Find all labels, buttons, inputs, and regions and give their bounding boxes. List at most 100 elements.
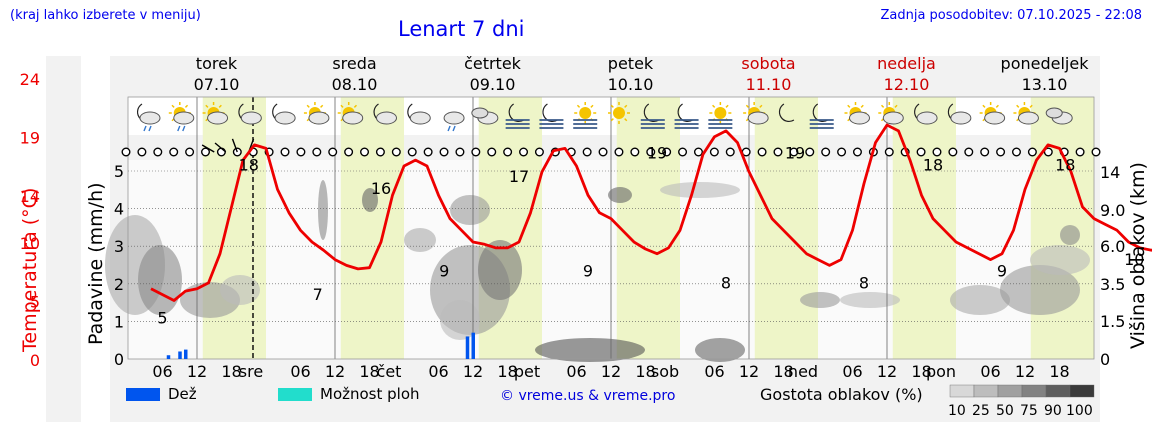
temperature-label: 5	[157, 309, 167, 328]
daylight-band	[202, 97, 266, 359]
x-tick-label: 06	[566, 362, 586, 381]
wind-calm-marker	[1043, 147, 1053, 157]
day-name: četrtek	[464, 54, 522, 73]
wind-calm-marker	[630, 147, 640, 157]
sun-cloud-icon	[844, 102, 870, 125]
temperature-label: 8	[859, 273, 869, 292]
precip-axis-label: Padavine (mm/h)	[85, 182, 107, 345]
cloud-area	[450, 195, 490, 225]
temperature-label: 8	[721, 273, 731, 292]
x-tick-label: 12	[1015, 362, 1035, 381]
cloud-area	[660, 182, 740, 198]
wind-calm-marker	[948, 147, 958, 157]
day-date: 13.10	[1022, 75, 1068, 94]
x-tick-label: čet	[377, 362, 402, 381]
wind-calm-marker	[471, 147, 481, 157]
sun-cloud-icon	[202, 102, 229, 125]
x-tick-label: 12	[187, 362, 207, 381]
temperature-tick: 19	[20, 129, 40, 148]
cloud-area	[608, 187, 632, 203]
sun-icon	[608, 102, 630, 124]
day-date: 07.10	[194, 75, 240, 94]
temperature-label: 9	[997, 262, 1007, 281]
precip-bar	[178, 351, 182, 359]
location-hint[interactable]: (kraj lahko izberete v meniju)	[10, 8, 201, 23]
cloud-area	[440, 300, 480, 340]
precip-tick: 3	[114, 237, 124, 256]
precip-bar	[465, 336, 470, 359]
density-swatch	[973, 384, 999, 398]
x-tick-label: 06	[980, 362, 1000, 381]
cloud-area	[840, 292, 900, 308]
precip-tick: 4	[114, 200, 124, 219]
x-tick-label: ned	[788, 362, 818, 381]
wind-calm-marker	[280, 147, 290, 157]
precip-tick: 5	[114, 162, 124, 181]
temperature-label: 19	[785, 144, 805, 163]
sun-cloud-icon	[878, 102, 904, 125]
wind-calm-marker	[312, 147, 322, 157]
wind-calm-marker	[678, 147, 688, 157]
wind-calm-marker	[646, 147, 656, 157]
left-axis-panel	[46, 56, 81, 422]
x-tick-label: sob	[651, 362, 679, 381]
wind-calm-marker	[185, 147, 195, 157]
day-date: 11.10	[746, 75, 792, 94]
x-tick-label: 12	[739, 362, 759, 381]
wind-calm-marker	[773, 147, 783, 157]
wind-calm-marker	[757, 147, 767, 157]
moon-cloud-icon	[947, 103, 972, 125]
wind-calm-marker	[725, 147, 735, 157]
temperature-tick: 0	[30, 351, 40, 370]
cloud-height-tick: 3.5	[1100, 275, 1125, 294]
wind-calm-marker	[964, 147, 974, 157]
density-swatch	[949, 384, 975, 398]
wind-calm-marker	[407, 147, 417, 157]
wind-calm-marker	[153, 147, 163, 157]
clouds-icon	[471, 107, 499, 125]
wind-calm-marker	[852, 147, 862, 157]
precip-tick: 2	[114, 275, 124, 294]
temperature-label: 18	[239, 155, 259, 174]
density-swatch	[1021, 384, 1047, 398]
density-level: 25	[972, 403, 990, 419]
cloud-height-tick: 6.0	[1100, 237, 1125, 256]
moon-cloud-icon	[238, 103, 262, 125]
moon-fog-icon	[674, 103, 699, 129]
day-name: ponedeljek	[1001, 54, 1090, 73]
x-tick-label: 12	[463, 362, 483, 381]
day-name: sobota	[741, 54, 795, 73]
wind-calm-marker	[805, 147, 815, 157]
temperature-label: 19	[647, 144, 667, 163]
temperature-label: 9	[439, 262, 449, 281]
sun-cloud-icon	[1013, 102, 1039, 125]
cloud-height-tick: 9.0	[1100, 201, 1125, 220]
temperature-tick: 5	[30, 293, 40, 312]
x-tick-label: 18	[221, 362, 241, 381]
wind-calm-marker	[439, 147, 449, 157]
moon-fog-icon	[809, 103, 834, 129]
cloud-density-label: Gostota oblakov (%)	[760, 385, 923, 404]
wind-barb	[231, 138, 238, 153]
x-tick-label: 06	[842, 362, 862, 381]
x-tick-label: 18	[1049, 362, 1069, 381]
x-tick-label: 06	[428, 362, 448, 381]
wind-calm-marker	[614, 147, 624, 157]
daylight-band	[616, 97, 680, 359]
sun-rain-icon	[168, 102, 195, 132]
wind-calm-marker	[1011, 147, 1021, 157]
day-date: 08.10	[332, 75, 378, 94]
sun-cloud-icon	[337, 102, 364, 125]
credit-link[interactable]: © vreme.us & vreme.pro	[500, 388, 676, 404]
wind-calm-marker	[980, 147, 990, 157]
daylight-band	[1030, 97, 1094, 359]
precip-bar	[471, 332, 475, 359]
x-tick-label: 18	[911, 362, 931, 381]
wind-calm-marker	[1091, 147, 1101, 157]
page-title: Lenart 7 dni	[398, 17, 525, 41]
wind-calm-marker	[487, 147, 497, 157]
wind-barb	[201, 144, 215, 153]
cloud-area	[535, 338, 645, 362]
sun-fog-icon	[708, 102, 733, 129]
wind-calm-marker	[519, 147, 529, 157]
